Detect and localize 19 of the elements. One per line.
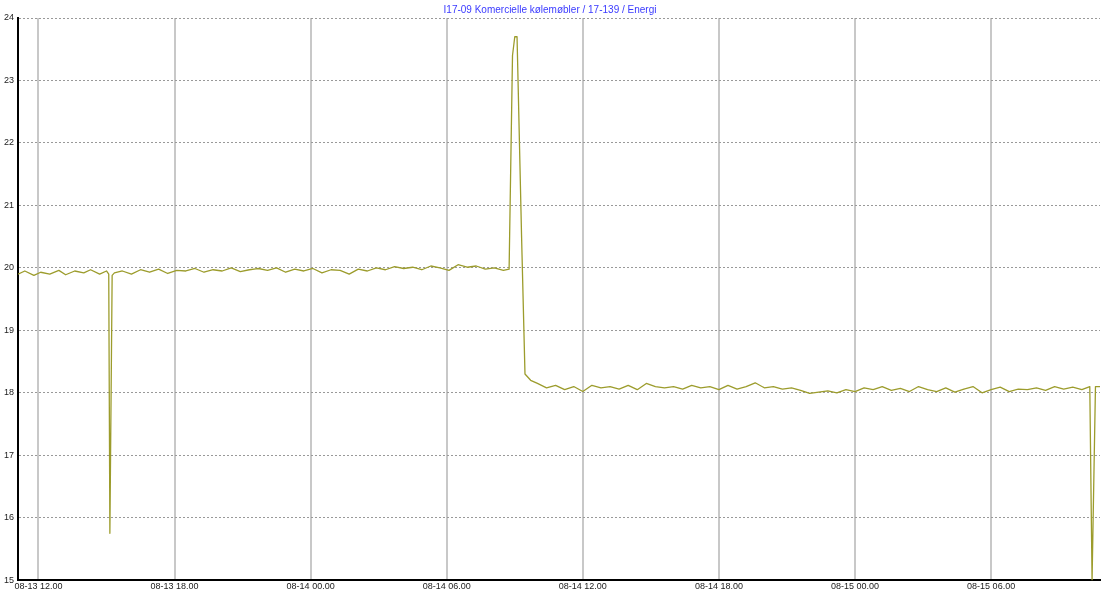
y-tick-label: 15 (4, 574, 15, 585)
x-tick-label: 08-14 00.00 (286, 581, 335, 592)
x-tick-label: 08-14 18.00 (694, 581, 743, 592)
x-tick-label: 08-13 12.00 (14, 581, 63, 592)
y-tick-label: 17 (4, 449, 15, 460)
x-tick-label: 08-14 12.00 (558, 581, 607, 592)
y-tick-label: 19 (4, 324, 15, 335)
x-tick-label: 08-14 06.00 (422, 581, 471, 592)
y-tick-label: 21 (4, 199, 15, 210)
y-tick-label: 18 (4, 387, 15, 398)
chart-title: I17-09 Komercielle kølemøbler / 17-139 / Energi (443, 3, 657, 15)
y-tick-label: 16 (4, 512, 15, 523)
x-tick-label: 08-13 18.00 (150, 581, 199, 592)
x-tick-label: 08-15 00.00 (831, 581, 880, 592)
y-tick-label: 20 (4, 262, 15, 273)
x-tick-label: 08-15 06.00 (967, 581, 1016, 592)
y-tick-label: 24 (4, 12, 15, 23)
y-tick-label: 23 (4, 74, 15, 85)
y-tick-label: 22 (4, 137, 15, 148)
